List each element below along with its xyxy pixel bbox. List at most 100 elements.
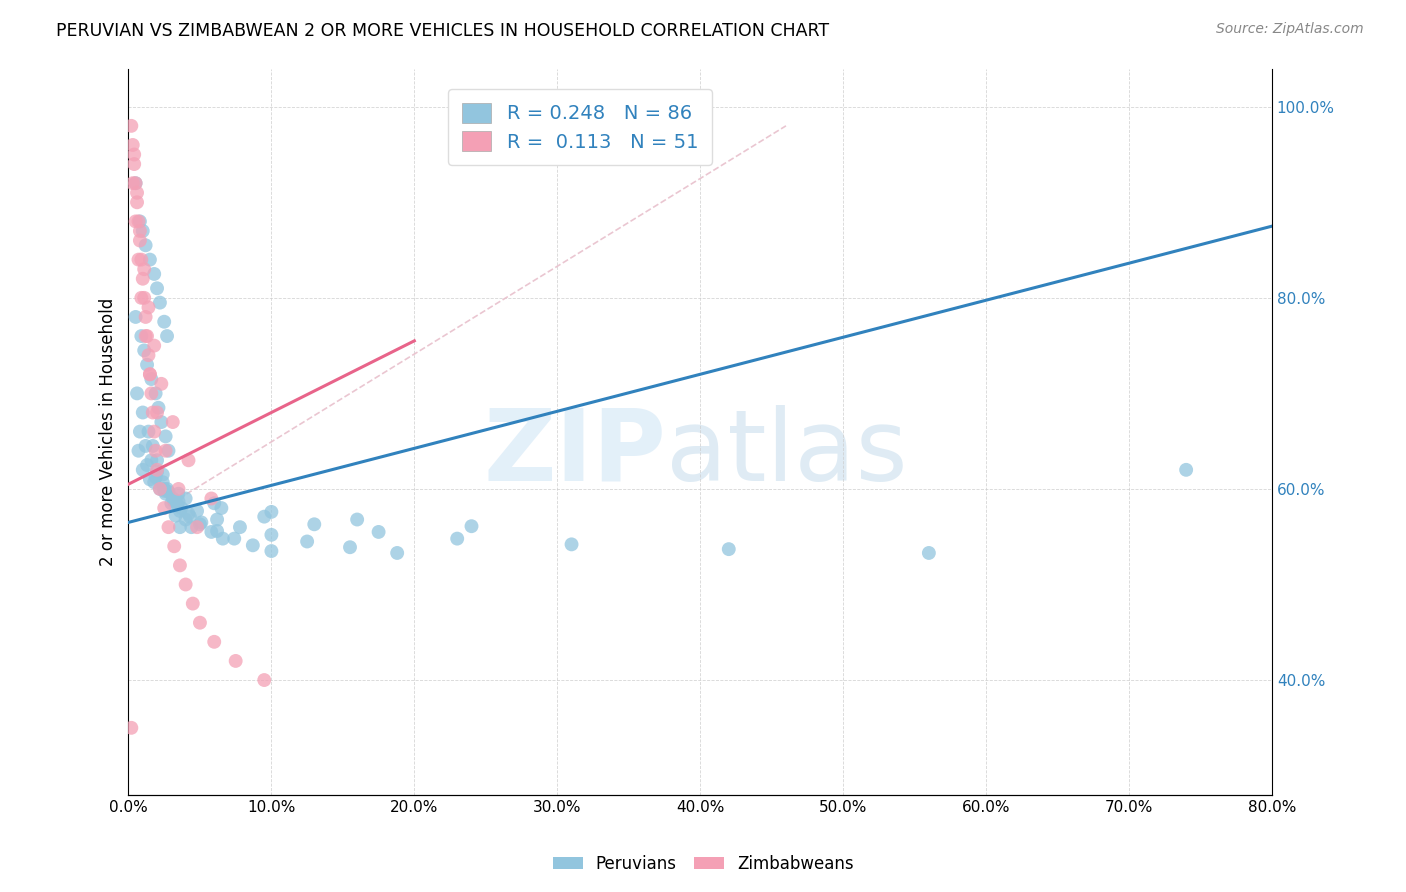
Point: [136, 329, 159, 343]
Point: [136, 358, 159, 372]
Point: [120, 721, 142, 735]
Point: [177, 507, 200, 521]
Point: [146, 405, 169, 419]
Point: [146, 465, 169, 479]
Point: [163, 539, 186, 553]
Point: [717, 542, 740, 557]
Point: [121, 138, 143, 153]
Point: [132, 405, 155, 419]
Point: [149, 295, 172, 310]
Point: [129, 214, 152, 228]
Point: [167, 494, 190, 508]
Point: [132, 271, 155, 285]
Point: [186, 504, 208, 518]
Text: atlas: atlas: [666, 405, 907, 502]
Point: [124, 214, 146, 228]
Point: [229, 520, 252, 534]
Point: [139, 368, 162, 382]
Point: [143, 425, 166, 439]
Point: [295, 534, 318, 549]
Point: [165, 508, 187, 523]
Point: [242, 538, 264, 552]
Point: [129, 234, 152, 248]
Legend: R = 0.248   N = 86, R =  0.113   N = 51: R = 0.248 N = 86, R = 0.113 N = 51: [449, 89, 711, 165]
Point: [139, 252, 162, 267]
Point: [260, 528, 283, 542]
Point: [339, 540, 361, 554]
Point: [179, 509, 201, 524]
Text: ZIP: ZIP: [484, 405, 666, 502]
Point: [122, 157, 145, 171]
Point: [181, 597, 204, 611]
Point: [346, 512, 368, 526]
Point: [125, 186, 148, 200]
Point: [146, 453, 169, 467]
Point: [153, 482, 176, 496]
Point: [153, 501, 176, 516]
Point: [127, 214, 149, 228]
Point: [129, 425, 152, 439]
Point: [134, 291, 156, 305]
Point: [174, 491, 197, 506]
Point: [260, 544, 283, 558]
Point: [460, 519, 482, 533]
Point: [131, 291, 153, 305]
Point: [225, 654, 247, 668]
Point: [177, 453, 200, 467]
Point: [155, 429, 177, 443]
Point: [138, 348, 160, 362]
Point: [162, 415, 184, 429]
Point: [141, 386, 163, 401]
Point: [124, 176, 146, 190]
Point: [561, 537, 583, 551]
Point: [211, 532, 233, 546]
Point: [146, 281, 169, 295]
Point: [260, 505, 283, 519]
Point: [155, 486, 177, 500]
Point: [142, 405, 165, 419]
Point: [134, 262, 156, 277]
Point: [139, 368, 162, 382]
Point: [132, 463, 155, 477]
Point: [253, 509, 276, 524]
Point: [155, 443, 177, 458]
Y-axis label: 2 or more Vehicles in Household: 2 or more Vehicles in Household: [100, 298, 117, 566]
Point: [304, 517, 326, 532]
Point: [162, 491, 184, 506]
Point: [129, 224, 152, 238]
Point: [205, 524, 228, 538]
Point: [150, 415, 173, 429]
Point: [224, 532, 246, 546]
Text: PERUVIAN VS ZIMBABWEAN 2 OR MORE VEHICLES IN HOUSEHOLD CORRELATION CHART: PERUVIAN VS ZIMBABWEAN 2 OR MORE VEHICLE…: [56, 22, 830, 40]
Point: [135, 329, 157, 343]
Point: [139, 472, 162, 486]
Point: [169, 504, 191, 518]
Legend: Peruvians, Zimbabweans: Peruvians, Zimbabweans: [546, 848, 860, 880]
Point: [367, 524, 389, 539]
Point: [157, 484, 180, 499]
Point: [124, 176, 146, 190]
Point: [135, 238, 157, 252]
Point: [174, 577, 197, 591]
Point: [209, 501, 232, 516]
Point: [141, 453, 163, 467]
Point: [170, 501, 193, 516]
Point: [205, 512, 228, 526]
Point: [131, 252, 153, 267]
Point: [180, 520, 202, 534]
Point: [143, 475, 166, 490]
Point: [145, 386, 167, 401]
Point: [188, 517, 211, 532]
Point: [446, 532, 468, 546]
Point: [169, 558, 191, 573]
Point: [135, 439, 157, 453]
Point: [190, 516, 212, 530]
Point: [122, 147, 145, 161]
Point: [149, 482, 172, 496]
Point: [160, 496, 183, 510]
Point: [138, 301, 160, 315]
Point: [174, 512, 197, 526]
Point: [150, 376, 173, 391]
Point: [135, 310, 157, 324]
Point: [1175, 463, 1198, 477]
